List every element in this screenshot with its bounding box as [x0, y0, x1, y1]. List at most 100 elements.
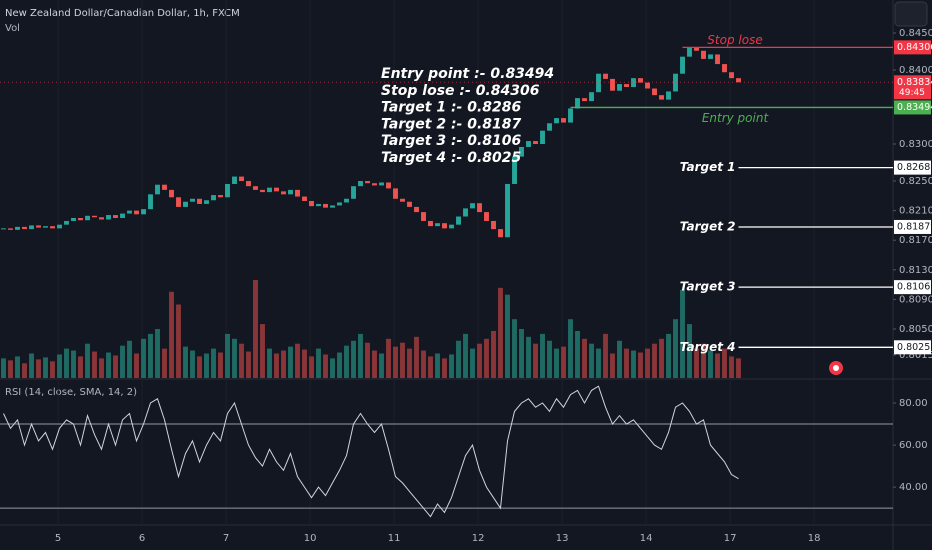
volume-bar [1, 358, 6, 378]
candle [190, 198, 195, 202]
candle [337, 202, 342, 206]
candle [554, 118, 559, 124]
candle [729, 72, 734, 79]
volume-bar [477, 343, 482, 378]
candle [547, 123, 552, 131]
candle [659, 95, 664, 100]
rsi-title: RSI (14, close, SMA, 14, 2) [5, 387, 137, 398]
annotation: Target 4 :- 0.8025 [381, 150, 522, 166]
volume-bar [379, 353, 384, 378]
volume-bar [36, 359, 41, 378]
candle [155, 184, 160, 195]
candle [386, 182, 391, 189]
candle [624, 84, 629, 88]
alert-icon-dot [833, 365, 839, 371]
candle [218, 195, 223, 198]
volume-bar [456, 340, 461, 378]
volume-bar [435, 353, 440, 378]
candle [652, 88, 657, 96]
volume-bar [288, 346, 293, 378]
candle [603, 73, 608, 79]
candle [596, 73, 601, 93]
volume-bar [449, 354, 454, 378]
volume-bar [491, 330, 496, 378]
volume-bar [694, 348, 699, 378]
candle [316, 203, 321, 207]
volume-bar [484, 338, 489, 378]
candle [50, 226, 55, 229]
level-name: Target 3 [680, 280, 736, 294]
volume-bar [141, 338, 146, 378]
volume-bar [631, 350, 636, 378]
candle [1, 228, 6, 230]
candle [78, 218, 83, 221]
volume-bar [120, 345, 125, 378]
volume-bar [701, 343, 706, 378]
candle [435, 223, 440, 227]
volume-bar [428, 356, 433, 378]
candle [414, 206, 419, 213]
volume-bar [414, 336, 419, 378]
candle [246, 181, 251, 187]
volume-bar [183, 346, 188, 378]
volume-bar [330, 358, 335, 378]
level-tag [894, 219, 931, 234]
volume-bar [470, 348, 475, 378]
x-tick-label: 6 [139, 533, 145, 544]
volume-bar [225, 333, 230, 378]
volume-bar [85, 343, 90, 378]
level-name: Target 4 [680, 340, 736, 354]
volume-bar [57, 354, 62, 378]
level-name: Entry point [702, 111, 770, 125]
volume-bar [155, 329, 160, 378]
volume-bar [162, 348, 167, 378]
annotation: Stop lose :- 0.84306 [381, 83, 540, 99]
candle [141, 209, 146, 215]
candle [288, 189, 293, 195]
candle [498, 229, 503, 238]
candle [491, 220, 496, 230]
volume-bar [442, 358, 447, 378]
volume-bar [393, 346, 398, 378]
volume-bar [736, 358, 741, 378]
level-tag-label: 0.82681 [897, 162, 932, 173]
volume-bar [281, 350, 286, 378]
candle [407, 201, 412, 207]
volume-bar [50, 361, 55, 378]
volume-bar [407, 348, 412, 378]
candle [57, 224, 62, 229]
volume-label: Vol [5, 23, 20, 34]
candle [92, 215, 97, 218]
x-tick-label: 17 [724, 533, 737, 544]
annotation: Target 3 :- 0.8106 [381, 133, 522, 149]
candle [211, 195, 216, 201]
volume-bar [610, 353, 615, 378]
candle [561, 118, 566, 123]
level-tag [894, 40, 931, 55]
candle [687, 47, 692, 57]
volume-bar [729, 356, 734, 378]
volume-bar [15, 356, 20, 378]
candle [8, 228, 13, 230]
candle [638, 78, 643, 83]
candle [505, 183, 510, 238]
x-tick-label: 12 [472, 533, 485, 544]
volume-bar [267, 348, 272, 378]
volume-bar [547, 340, 552, 378]
candle [365, 181, 370, 184]
menu-button[interactable] [894, 1, 928, 27]
candle [477, 203, 482, 213]
volume-bar [351, 340, 356, 378]
level-tag [894, 100, 931, 115]
volume-bar [365, 342, 370, 378]
volume-bar [575, 330, 580, 378]
candle [421, 212, 426, 221]
volume-bar [190, 350, 195, 378]
